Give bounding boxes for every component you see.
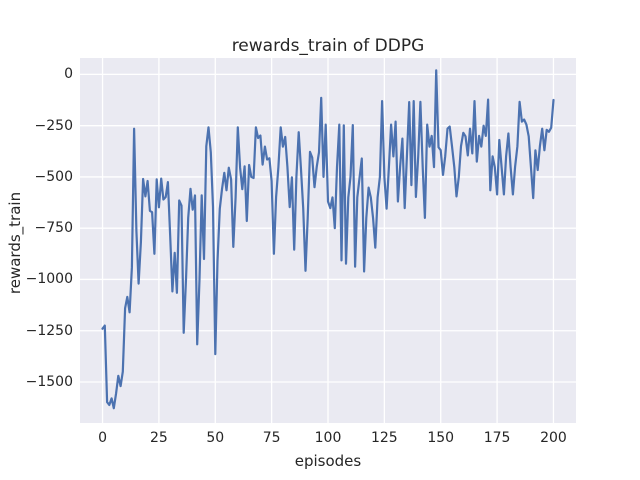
y-axis-label: rewards_train xyxy=(6,191,24,295)
x-tick-label: 75 xyxy=(262,430,281,446)
x-tick-label: 0 xyxy=(98,430,107,446)
x-tick-label: 125 xyxy=(370,430,398,446)
x-tick-label: 25 xyxy=(149,430,168,446)
x-tick-label: 50 xyxy=(206,430,225,446)
x-tick-label: 175 xyxy=(483,430,511,446)
y-tick-label: −500 xyxy=(34,168,73,185)
y-tick-label: −1000 xyxy=(25,271,73,288)
x-tick-label: 150 xyxy=(427,430,455,446)
x-tick-label: 100 xyxy=(314,430,342,446)
y-tick-label: −250 xyxy=(34,117,73,134)
data-line-rewards_train xyxy=(101,69,555,410)
x-axis-label: episodes xyxy=(294,452,362,470)
x-tick-label: 200 xyxy=(540,430,567,446)
y-tick-label: −1500 xyxy=(25,373,73,390)
y-tick-label: −1250 xyxy=(25,322,73,339)
chart-title: rewards_train of DDPG xyxy=(231,36,425,56)
y-tick-label: 0 xyxy=(64,66,73,83)
y-tick-label: −750 xyxy=(34,220,73,237)
